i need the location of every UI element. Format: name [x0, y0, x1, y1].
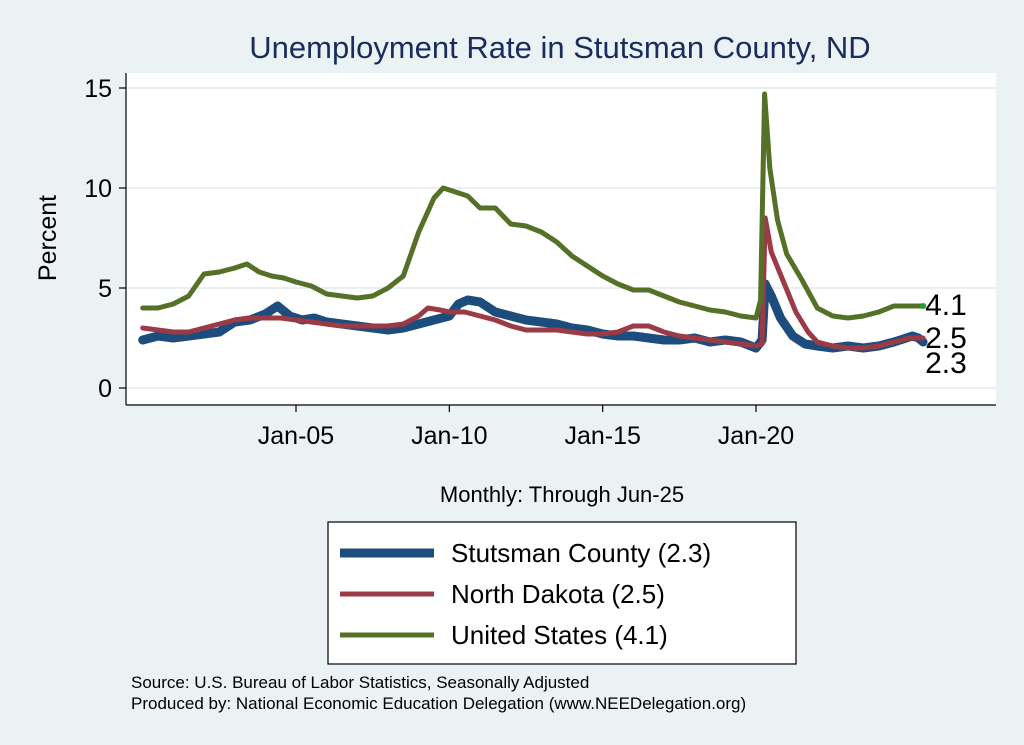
y-tick-label: 10 [84, 175, 112, 203]
series-lines [138, 91, 928, 353]
y-tick-label: 0 [98, 375, 112, 403]
series-line-united-states [140, 91, 926, 321]
end-label-stutsman: 2.3 [925, 347, 967, 380]
end-label-united-states: 4.1 [925, 289, 967, 322]
legend: Stutsman County (2.3) North Dakota (2.5) U… [327, 521, 797, 665]
legend-item-stutsman-label: Stutsman County (2.3) [451, 538, 711, 568]
x-tick-label: Jan-05 [258, 422, 334, 450]
y-tick-label: 5 [98, 275, 112, 303]
series-line-north-dakota [140, 215, 926, 351]
x-tick-label: Jan-20 [718, 422, 794, 450]
x-axis-title: Monthly: Through Jun-25 [440, 482, 684, 507]
legend-item-united-states-label: United States (4.1) [451, 620, 668, 650]
series-line-stutsman [138, 279, 928, 353]
legend-item-north-dakota-label: North Dakota (2.5) [451, 579, 665, 609]
end-labels: 2.32.54.1 [920, 289, 967, 380]
plot-area [126, 73, 996, 405]
source-note: Source: U.S. Bureau of Labor Statistics,… [131, 673, 589, 692]
x-tick-label: Jan-15 [564, 422, 640, 450]
producer-note: Produced by: National Economic Education… [131, 694, 746, 713]
y-tick-label: 15 [84, 75, 112, 103]
x-tick-label: Jan-10 [411, 422, 487, 450]
grid-lines [126, 87, 996, 389]
end-marker-united-states [920, 303, 927, 309]
x-axis-ticks: Jan-05 Jan-10 Jan-15 Jan-20 [258, 405, 794, 450]
end-label-north-dakota: 2.5 [925, 322, 967, 355]
y-axis-ticks: 0 5 10 15 [84, 75, 126, 403]
chart-title: Unemployment Rate in Stutsman County, ND [249, 30, 870, 65]
y-axis-title: Percent [34, 195, 62, 281]
